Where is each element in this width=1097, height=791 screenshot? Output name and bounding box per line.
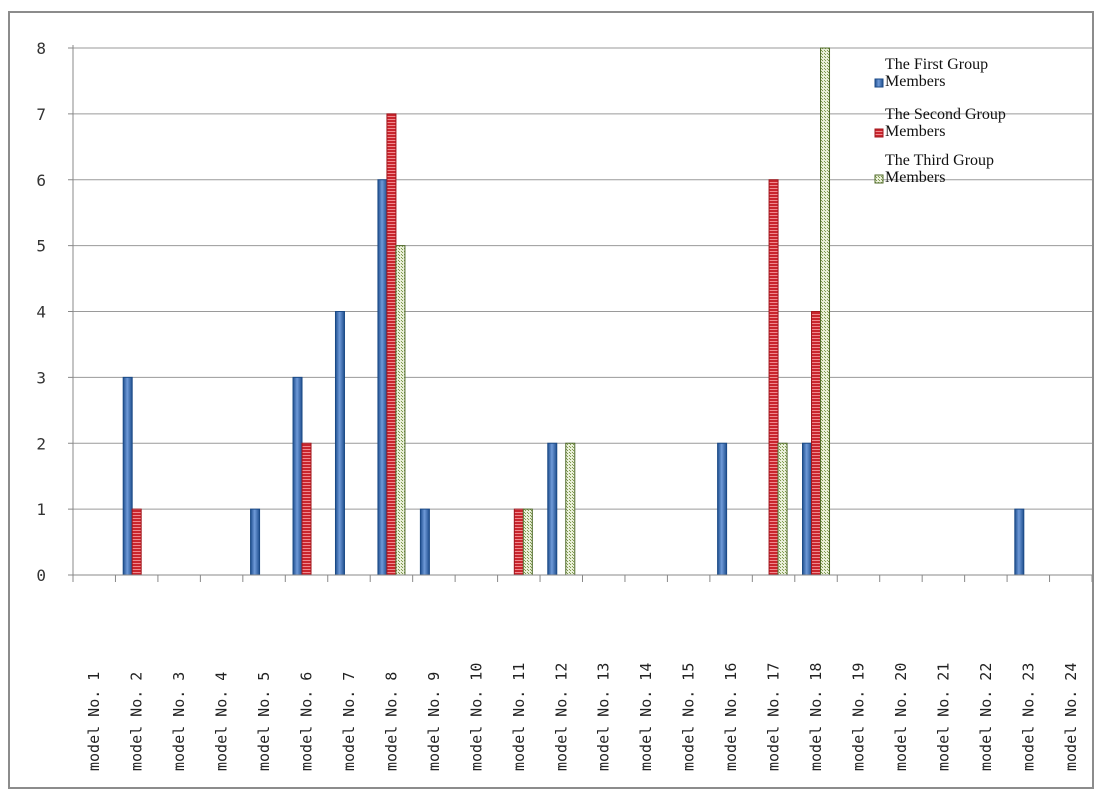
y-tick-label: 6 [36,171,46,190]
bar-series-2-cat-2 [131,508,142,576]
bar-series-1-cat-7 [334,311,345,576]
legend-label-2: Members [885,123,945,140]
bar-series-1-cat-2 [122,376,133,576]
x-tick-label: model No. 7 [340,672,358,771]
bar-series-3-cat-17 [777,442,788,576]
legend-label-3: The Third Group [885,152,994,169]
x-tick-label: model No. 22 [977,663,995,771]
legend-label-1: The First Group [885,56,988,73]
x-tick-label: model No. 4 [213,672,231,771]
bar-series-1-cat-23 [1014,508,1025,576]
legend-swatch-1 [874,78,884,88]
y-tick-label: 2 [36,434,46,453]
bar-series-3-cat-18 [820,47,831,576]
x-tick-label: model No. 3 [170,672,188,771]
bar-series-2-cat-8 [386,113,397,576]
x-axis-ticks: model No. 1 model No. 2 model No. 3 model N… [72,575,1093,771]
x-tick-label: model No. 11 [510,663,528,771]
legend-label-1: Members [885,73,945,90]
x-tick-label: model No. 10 [467,663,485,771]
y-tick-label: 4 [36,303,46,322]
bar-series-1-cat-6 [292,376,303,576]
bar-series-3-cat-12 [565,442,576,576]
bar-series-1-cat-8 [377,179,388,576]
x-tick-label: model No. 17 [765,663,783,771]
x-tick-label: model No. 9 [425,672,443,771]
bar-series-1-cat-5 [250,508,261,576]
bar-series-2-cat-18 [811,311,822,576]
bar-series-2-cat-17 [768,179,779,576]
legend-swatch-2 [874,128,884,138]
x-tick-label: model No. 24 [1062,663,1080,771]
x-tick-label: model No. 21 [934,663,952,771]
x-tick-label: model No. 6 [298,672,316,771]
x-tick-label: model No. 1 [85,672,103,771]
bar-series-2-cat-11 [513,508,524,576]
bar-series-1-cat-12 [547,442,558,576]
x-tick-label: model No. 18 [807,663,825,771]
bar-series-1-cat-18 [802,442,813,576]
x-tick-label: model No. 19 [849,663,867,771]
x-tick-label: model No. 2 [128,672,146,771]
legend-label-3: Members [885,169,945,186]
y-tick-label: 8 [36,39,46,58]
y-tick-label: 5 [36,237,46,256]
x-tick-label: model No. 13 [595,663,613,771]
gridlines [73,47,1092,510]
bar-series-3-cat-11 [522,508,533,576]
bar-series-3-cat-8 [395,245,406,576]
legend-label-2: The Second Group [885,106,1006,123]
bar-series-2-cat-6 [301,442,312,576]
x-tick-label: model No. 12 [552,663,570,771]
x-tick-label: model No. 14 [637,663,655,771]
y-tick-label: 3 [36,368,46,387]
y-tick-label: 7 [36,105,46,124]
legend-swatch-3 [874,174,884,184]
x-tick-label: model No. 20 [892,663,910,771]
y-tick-label: 0 [36,566,46,585]
y-axis-ticks: 0 1 2 3 4 5 6 7 8 [36,39,73,585]
bar-series-1-cat-9 [419,508,430,576]
x-tick-label: model No. 15 [680,663,698,771]
y-tick-label: 1 [36,500,46,519]
chart-frame [8,11,1094,789]
x-tick-label: model No. 16 [722,663,740,771]
bar-series-1-cat-16 [717,442,728,576]
x-tick-label: model No. 23 [1019,663,1037,771]
x-tick-label: model No. 5 [255,672,273,771]
x-tick-label: model No. 8 [382,672,400,771]
